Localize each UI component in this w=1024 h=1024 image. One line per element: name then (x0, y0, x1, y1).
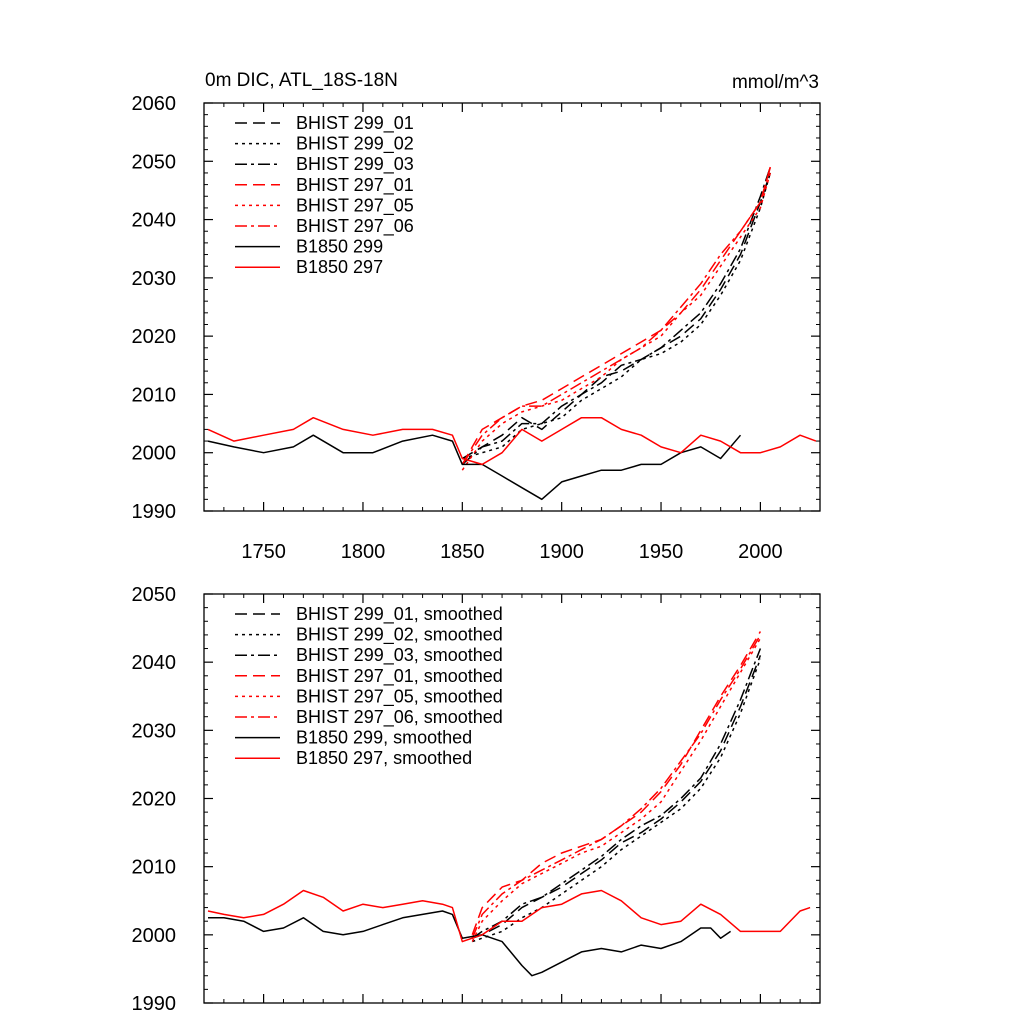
legend-label: BHIST 299_02 (296, 134, 414, 155)
y-tick-label: 2050 (132, 151, 177, 173)
y-tick-label: 2040 (132, 652, 177, 674)
series-line-bhist-299-02-smoothed (472, 658, 762, 943)
legend-label: BHIST 297_06, smoothed (296, 707, 503, 728)
legend-label: B1850 299 (296, 237, 383, 257)
y-tick-label: 1990 (132, 993, 177, 1015)
y-tick-label: 2030 (132, 268, 177, 290)
y-tick-label: 2020 (132, 326, 177, 348)
y-tick-label: 2010 (132, 384, 177, 406)
y-tick-label: 1990 (132, 501, 177, 523)
legend-label: BHIST 297_01, smoothed (296, 666, 503, 687)
series-line-bhist-299-03 (461, 166, 772, 465)
legend-label: BHIST 299_01 (296, 113, 414, 134)
series-line-bhist-297-06 (461, 166, 772, 465)
y-tick-label: 2000 (132, 443, 177, 465)
x-tick-label: 1900 (539, 541, 584, 563)
legend-label: B1850 299, smoothed (296, 728, 472, 748)
x-tick-label: 2000 (738, 541, 783, 563)
legend-label: B1850 297, smoothed (296, 748, 472, 768)
series-line-bhist-299-01-smoothed (472, 655, 762, 939)
legend-label: BHIST 297_05, smoothed (296, 686, 503, 707)
series-line-bhist-297-05-smoothed (471, 637, 762, 942)
legend-label: BHIST 297_01 (296, 175, 414, 196)
y-tick-label: 2010 (132, 857, 177, 879)
plot-frame (203, 102, 821, 512)
series-line-b1850-299 (207, 434, 742, 501)
series-line-bhist-297-06-smoothed (471, 634, 762, 939)
legend-label: BHIST 297_05 (296, 195, 414, 216)
legend-label: BHIST 299_03, smoothed (296, 645, 503, 666)
y-tick-label: 2000 (132, 925, 177, 947)
x-tick-label: 1950 (639, 541, 684, 563)
top-panel: 1750 1800 1850 1900 1950 2000 1990 2000 2010 2020… (132, 70, 821, 563)
legend-label: BHIST 299_01, smoothed (296, 604, 503, 625)
series-line-bhist-297-01 (461, 166, 772, 465)
x-tick-label: 1750 (241, 541, 286, 563)
x-tick-label: 1850 (440, 541, 485, 563)
series-line-bhist-299-01 (461, 172, 772, 460)
series-line-bhist-299-03-smoothed (471, 648, 762, 939)
chart-title: 0m DIC, ATL_18S-18N (205, 70, 398, 91)
y-tick-label: 2040 (132, 210, 177, 232)
series-line-bhist-297-05 (461, 172, 772, 471)
y-tick-label: 2060 (132, 93, 177, 115)
legend-label: BHIST 297_06 (296, 216, 414, 237)
series-line-bhist-299-02 (462, 172, 772, 460)
bottom-panel: 1990 2000 2010 2020 2030 2040 2050 BHIST 299_01… (132, 584, 821, 1015)
legend-label: BHIST 299_02, smoothed (296, 625, 503, 646)
y-tick-label: 2030 (132, 720, 177, 742)
series-group (207, 631, 811, 977)
units-label: mmol/m^3 (732, 72, 819, 93)
series-line-b1850-297-smoothed (207, 889, 811, 943)
legend-label: BHIST 299_03 (296, 154, 414, 175)
y-tick-label: 2020 (132, 789, 177, 811)
series-line-b1850-299-smoothed (208, 910, 732, 977)
legend-label: B1850 297 (296, 257, 383, 277)
x-tick-label: 1800 (341, 541, 386, 563)
series-line-bhist-297-01-smoothed (471, 631, 762, 936)
y-tick-label: 2050 (132, 584, 177, 606)
series-group (207, 166, 817, 501)
series-line-b1850-297 (207, 416, 817, 466)
